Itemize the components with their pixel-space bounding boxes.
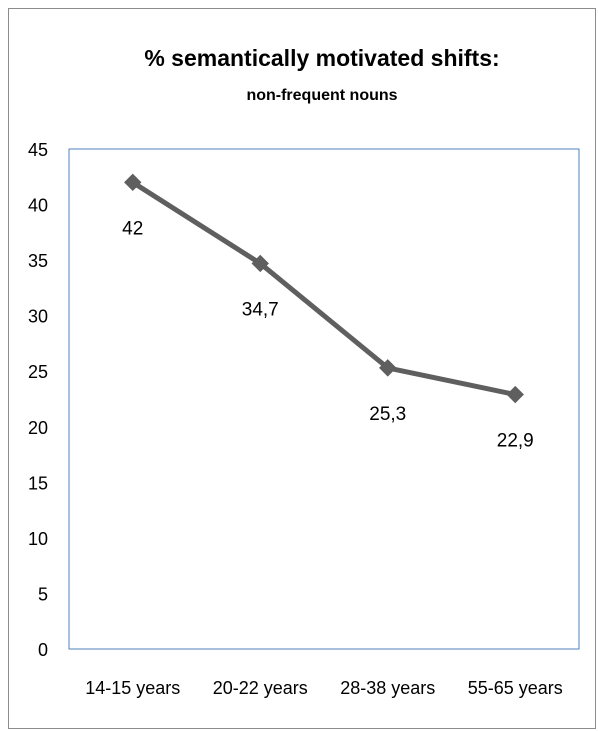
data-label: 25,3 (369, 404, 406, 425)
y-tick-label: 35 (28, 251, 48, 271)
x-tick-label: 20-22 years (213, 678, 308, 698)
y-tick-label: 0 (38, 640, 48, 660)
data-label: 42 (122, 218, 143, 239)
y-axis-ticks: 0 5 10 15 20 25 30 35 40 45 (28, 140, 48, 660)
data-point-marker (251, 254, 269, 273)
y-tick-label: 30 (28, 307, 48, 327)
y-tick-label: 20 (28, 418, 48, 438)
x-tick-label: 14-15 years (85, 678, 180, 698)
series-line (130, 179, 518, 398)
series-1 (124, 173, 524, 404)
data-label: 34,7 (242, 299, 279, 320)
data-point-marker (506, 385, 524, 404)
y-tick-label: 5 (38, 584, 48, 604)
x-tick-label: 28-38 years (340, 678, 435, 698)
y-tick-label: 25 (28, 362, 48, 382)
y-tick-label: 40 (28, 196, 48, 216)
data-labels: 42 34,7 25,3 22,9 (122, 218, 534, 451)
y-tick-label: 45 (28, 140, 48, 160)
data-label: 22,9 (497, 431, 534, 452)
y-tick-label: 10 (28, 529, 48, 549)
data-point-marker (379, 359, 397, 377)
y-tick-label: 15 (28, 473, 48, 493)
chart-title: % semantically motivated shifts: (144, 45, 499, 71)
chart-subtitle: non-frequent nouns (246, 87, 397, 104)
data-point-marker (124, 173, 142, 192)
plot-area (68, 148, 580, 650)
x-tick-label: 55-65 years (468, 678, 563, 698)
x-axis-ticks: 14-15 years 20-22 years 28-38 years 55-65 y… (85, 678, 563, 698)
